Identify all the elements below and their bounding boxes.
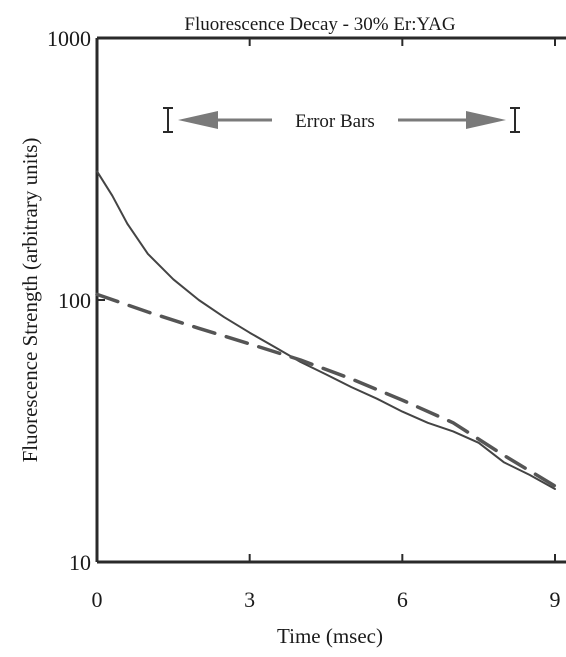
error-bar-right <box>510 108 520 132</box>
x-tick-label: 0 <box>92 587 103 612</box>
arrow-head-left <box>178 111 218 129</box>
error-bar-left <box>163 108 173 132</box>
x-tick-label: 9 <box>550 587 561 612</box>
x-axis-label: Time (msec) <box>277 624 383 648</box>
arrow-head-right <box>466 111 506 129</box>
x-tick-label: 3 <box>244 587 255 612</box>
y-tick-label: 100 <box>58 288 91 313</box>
series-line-solid <box>97 171 555 489</box>
y-tick-label: 10 <box>69 550 91 575</box>
series-line-dashed <box>97 294 555 486</box>
error-bars-label: Error Bars <box>295 111 375 132</box>
y-tick-label: 1000 <box>47 26 91 51</box>
chart-title: Fluorescence Decay - 30% Er:YAG <box>184 14 455 35</box>
y-axis-label: Fluorescence Strength (arbitrary units) <box>18 138 42 463</box>
x-tick-label: 6 <box>397 587 408 612</box>
